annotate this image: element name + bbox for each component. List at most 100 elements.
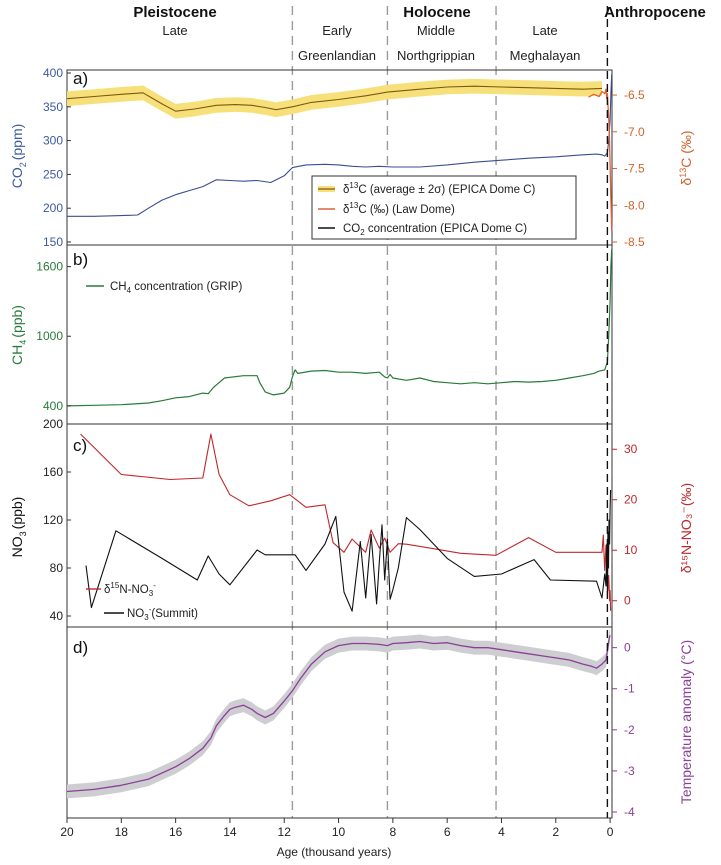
legend-co2-main: CO [343,223,360,235]
panel-frame-b [66,244,613,425]
legend-d15n-sub: 3 [149,589,154,598]
legend-d15n-charge: - [153,581,156,590]
y2-tick-label-a-1: -8.0 [624,198,645,212]
y2-tick-label-a-4: -6.5 [624,88,645,102]
d13c-axis-label-sup: 13 [678,168,688,178]
legend-d13c-epica-delta: δ [343,184,349,196]
ch4-grip-line [66,249,613,407]
y-tick-label-c-1: 80 [50,561,64,575]
y2-tick-label-c-0: 0 [624,594,631,608]
y2-tick-label-c-2: 20 [624,493,638,507]
ch4-axis-label-unit: (ppb) [9,305,25,338]
stage-middle-label: Middle [417,23,455,38]
x-tick-label-6: 8 [390,825,397,839]
d15n-axis-label: δ¹⁵N-NO₃⁻(‰) [678,483,694,573]
x-axis-label: Age (thousand years) [277,845,392,859]
y2-tick-label-a-3: -7.0 [624,125,645,139]
y2-tick-label-a-2: -7.5 [624,162,645,176]
legend-label-d13c-epica: δ13C (average ± 2σ) (EPICA Dome C) [343,181,535,196]
legend-label-ch4: CH4 concentration (GRIP) [110,281,242,295]
epoch-pleistocene-late-label: Late [162,23,187,38]
legend-ch4-sub: 4 [127,286,132,295]
d13c-axis-label-unit: C (‰) [678,130,694,167]
y2-tick-label-d-2: -2 [624,723,635,737]
x-tick-label-10: 0 [607,825,614,839]
legend-d15n-text: N-NO [119,584,148,596]
stage-meghalayan-label: Meghalayan [510,48,581,63]
epoch-pleistocene-label: Pleistocene [133,4,216,21]
no3-axis-label-sub: 3 [18,531,28,536]
legend-no3-text: (Summit) [151,608,198,620]
co2-epica-line [67,74,613,217]
y-tick-label-a-0: 150 [43,235,63,249]
panel-a-legend-box [311,175,577,240]
legend-label-d15n: δ15N-NO3- [104,581,156,598]
y-tick-label-b-0: 400 [43,399,63,413]
legend-ch4-text: concentration (GRIP) [131,281,242,293]
x-tick-label-5: 10 [332,825,346,839]
y2-tick-label-a-0: -8.5 [624,235,645,249]
y-tick-label-c-4: 200 [43,417,63,431]
ch4-axis-label-sub: 4 [18,340,28,345]
y-tick-label-b-1: 1000 [36,329,63,343]
stage-early-label: Early [322,23,352,38]
legend-ch4-main: CH [110,281,127,293]
y-tick-label-a-4: 350 [43,100,63,114]
stage-greenlandian-label: Greenlandian [298,48,376,63]
ch4-axis-label: CH4 (ppb) [9,305,28,365]
temperature-axis-label: Temperature anomaly (°C) [678,640,694,804]
no3-axis-label-unit: (ppb) [9,497,25,530]
y-tick-label-b-2: 1600 [36,260,63,274]
temperature-anomaly-line [66,635,611,793]
co2-axis-label: CO2(ppm) [9,124,28,189]
ch4-axis-label-main: CH [9,345,25,365]
legend-d13c-epica-sup: 13 [349,181,358,190]
no3-axis-label-main: NO [9,536,25,557]
y-tick-label-a-2: 250 [43,167,63,181]
y-tick-label-c-3: 160 [43,465,63,479]
legend-d15n-sup: 15 [110,581,119,590]
legend-label-no3: NO3-(Summit) [127,605,198,622]
x-tick-label-8: 4 [498,825,505,839]
d13c-epica-band [67,78,602,119]
y-tick-label-a-3: 300 [43,134,63,148]
y2-tick-label-c-3: 30 [624,442,638,456]
x-tick-label-7: 6 [444,825,451,839]
d13c-axis-label: δ13C (‰) [678,130,694,185]
co2-axis-label-main: CO [9,167,25,188]
panel-d-label: d) [73,638,88,657]
temperature-band [67,628,611,799]
co2-axis-label-unit: (ppm) [9,124,25,161]
legend-no3-sub: 3 [144,613,149,622]
x-tick-label-0: 20 [60,825,74,839]
legend-no3-main: NO [127,608,144,620]
legend-co2-sub: 2 [360,228,365,237]
legend-co2-text: concentration (EPICA Dome C) [365,223,528,235]
co2-axis-label-sub: 2 [18,162,28,167]
legend-label-co2: CO2 concentration (EPICA Dome C) [343,223,527,237]
no3-axis-label: NO3(ppb) [9,497,28,558]
y-tick-label-a-5: 400 [43,66,63,80]
y-tick-label-c-2: 120 [43,513,63,527]
x-tick-label-1: 18 [115,825,129,839]
legend-law-dome-text: C (‰) (Law Dome) [358,204,455,216]
legend-d15n-delta: δ [104,584,110,596]
x-tick-label-2: 16 [169,825,183,839]
y2-tick-label-c-1: 10 [624,543,638,557]
panel-a-legend: δ13C (average ± 2σ) (EPICA Dome C)δ13C (… [311,175,577,240]
stage-late-label: Late [532,23,557,38]
epoch-holocene-label: Holocene [403,4,471,21]
y2-tick-label-d-3: -1 [624,682,635,696]
d13c-law-dome-line [588,88,613,232]
y-tick-label-c-0: 40 [50,609,64,623]
no3-summit-line [85,489,612,612]
panel-a-label: a) [73,69,88,88]
d15n-no3-line [80,433,612,611]
legend-d13c-epica-text: C (average ± 2σ) (EPICA Dome C) [358,184,535,196]
panel-frame-d [66,626,613,819]
y2-tick-label-d-1: -3 [624,764,635,778]
panel-c-label: c) [73,436,87,455]
y2-tick-label-d-4: 0 [624,641,631,655]
d13c-axis-label-delta: δ [678,178,694,186]
